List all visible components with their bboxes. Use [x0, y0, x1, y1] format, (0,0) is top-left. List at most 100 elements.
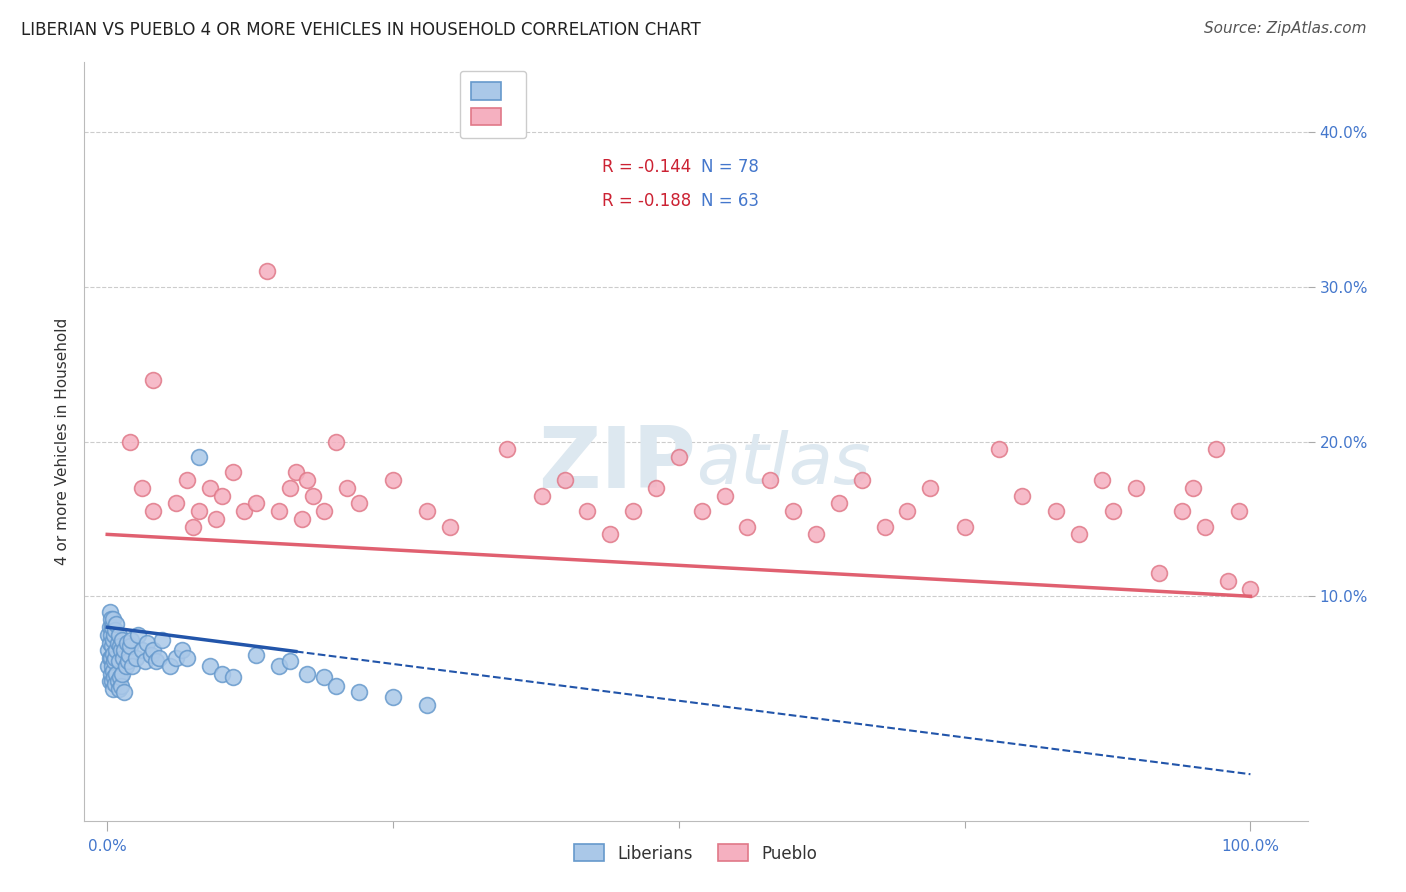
Point [382, 473, 405, 487]
Point [530, 489, 553, 503]
Point [416, 698, 439, 712]
Text: Source: ZipAtlas.com: Source: ZipAtlas.com [1204, 21, 1367, 36]
Point [110, 679, 132, 693]
Point [101, 632, 124, 647]
Point [98, 620, 121, 634]
Point [97, 628, 120, 642]
Point [103, 670, 125, 684]
Point [107, 674, 129, 689]
Point [98, 651, 121, 665]
Point [101, 682, 124, 697]
Point [325, 434, 347, 449]
Point [101, 612, 124, 626]
Point [120, 434, 142, 449]
Point [297, 473, 319, 487]
Point [105, 617, 128, 632]
Point [101, 674, 124, 689]
Point [131, 643, 153, 657]
Point [101, 639, 124, 653]
Point [314, 670, 336, 684]
Text: R = -0.144: R = -0.144 [602, 158, 692, 177]
Point [97, 659, 120, 673]
Point [98, 674, 121, 689]
Point [1182, 481, 1205, 495]
Point [347, 496, 370, 510]
Point [1147, 566, 1170, 580]
Point [1091, 473, 1114, 487]
Point [325, 679, 347, 693]
Point [1102, 504, 1125, 518]
Point [107, 636, 129, 650]
Point [139, 648, 162, 662]
Point [111, 632, 134, 647]
Point [118, 648, 141, 662]
Text: atlas: atlas [696, 430, 870, 499]
Point [1227, 504, 1250, 518]
Point [110, 643, 132, 657]
Point [108, 670, 131, 684]
Point [98, 636, 121, 650]
Point [1171, 504, 1194, 518]
Point [782, 504, 804, 518]
Point [105, 666, 128, 681]
Point [245, 496, 267, 510]
Point [759, 473, 782, 487]
Point [104, 651, 127, 665]
Point [211, 666, 233, 681]
Point [896, 504, 918, 518]
Point [120, 639, 142, 653]
Point [100, 651, 122, 665]
Point [98, 605, 121, 619]
Point [165, 496, 187, 510]
Point [101, 659, 124, 673]
Point [1239, 582, 1261, 596]
Point [851, 473, 873, 487]
Text: ZIP: ZIP [538, 423, 696, 506]
Point [145, 654, 167, 668]
Point [112, 651, 135, 665]
Point [148, 651, 170, 665]
Point [416, 504, 439, 518]
Point [256, 264, 278, 278]
Point [284, 466, 307, 480]
Point [112, 643, 135, 657]
Point [100, 628, 122, 642]
Point [134, 654, 156, 668]
Text: N = 63: N = 63 [700, 192, 759, 211]
Point [553, 473, 575, 487]
Point [170, 643, 193, 657]
Point [222, 670, 245, 684]
Point [100, 666, 122, 681]
Point [101, 647, 124, 661]
Point [1205, 442, 1227, 457]
Point [187, 450, 209, 464]
Y-axis label: 4 or more Vehicles in Household: 4 or more Vehicles in Household [55, 318, 70, 566]
Point [127, 628, 149, 642]
Text: R = -0.188: R = -0.188 [602, 192, 692, 211]
Point [987, 442, 1010, 457]
Point [1011, 489, 1033, 503]
Point [737, 519, 759, 533]
Point [104, 624, 127, 638]
Point [103, 654, 125, 668]
Point [245, 648, 267, 662]
Point [290, 512, 312, 526]
Point [347, 685, 370, 699]
Point [142, 504, 165, 518]
Point [100, 612, 122, 626]
Point [336, 481, 359, 495]
Point [645, 481, 668, 495]
Point [496, 442, 519, 457]
Legend: Liberians, Pueblo: Liberians, Pueblo [568, 838, 824, 869]
Point [107, 628, 129, 642]
Point [112, 685, 135, 699]
Point [382, 690, 405, 704]
Point [1067, 527, 1090, 541]
Point [873, 519, 896, 533]
Point [621, 504, 644, 518]
Point [953, 519, 976, 533]
Point [104, 677, 127, 691]
Point [920, 481, 942, 495]
Point [668, 450, 690, 464]
Point [278, 481, 301, 495]
